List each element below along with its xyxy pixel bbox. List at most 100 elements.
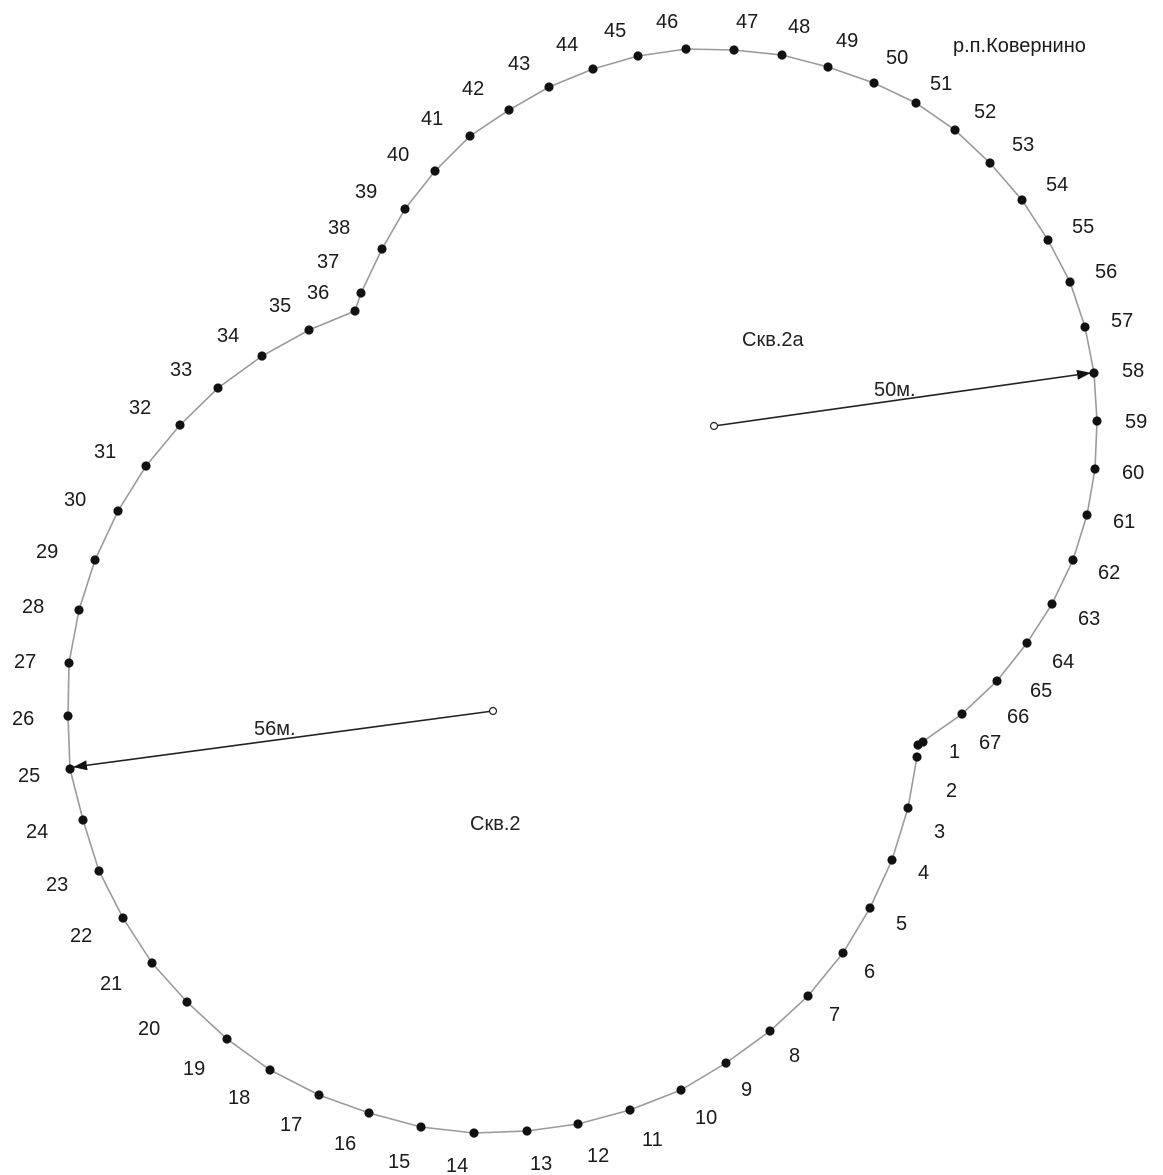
boundary-point-label-35: 35 — [269, 295, 291, 317]
boundary-point-55 — [1043, 235, 1053, 245]
boundary-point-62 — [1068, 555, 1078, 565]
boundary-point-64 — [1022, 638, 1032, 648]
boundary-point-label-27: 27 — [14, 651, 36, 673]
boundary-point-23 — [94, 866, 104, 876]
boundary-point-label-8: 8 — [789, 1045, 800, 1067]
boundary-point-label-59: 59 — [1125, 411, 1147, 433]
boundary-point-label-62: 62 — [1098, 562, 1120, 584]
boundary-point-label-41: 41 — [421, 108, 443, 130]
boundary-point-label-12: 12 — [587, 1145, 609, 1167]
boundary-point-61 — [1082, 510, 1092, 520]
boundary-point-13 — [522, 1126, 532, 1136]
boundary-point-label-19: 19 — [183, 1058, 205, 1080]
boundary-point-label-23: 23 — [46, 874, 68, 896]
boundary-point-label-16: 16 — [334, 1133, 356, 1155]
boundary-point-label-29: 29 — [36, 541, 58, 563]
boundary-point-label-6: 6 — [864, 961, 875, 983]
boundary-point-65 — [992, 676, 1002, 686]
boundary-point-label-51: 51 — [930, 73, 952, 95]
boundary-point-label-56: 56 — [1095, 261, 1117, 283]
boundary-point-19 — [222, 1034, 232, 1044]
boundary-point-label-33: 33 — [170, 359, 192, 381]
boundary-point-label-52: 52 — [974, 101, 996, 123]
boundary-point-label-13: 13 — [530, 1153, 552, 1175]
boundary-point-29 — [90, 555, 100, 565]
boundary-point-4 — [887, 855, 897, 865]
boundary-point-label-10: 10 — [695, 1107, 717, 1129]
boundary-point-label-26: 26 — [12, 708, 34, 730]
boundary-point-25 — [65, 764, 75, 774]
boundary-point-20 — [182, 997, 192, 1007]
boundary-point-51 — [911, 98, 921, 108]
boundary-point-label-2: 2 — [946, 780, 957, 802]
boundary-point-label-64: 64 — [1052, 651, 1074, 673]
boundary-point-label-40: 40 — [387, 144, 409, 166]
boundary-point-39 — [400, 204, 410, 214]
boundary-point-33 — [213, 383, 223, 393]
boundary-point-label-47: 47 — [736, 11, 758, 33]
boundary-point-5 — [865, 903, 875, 913]
boundary-points — [63, 44, 1102, 1138]
boundary-point-2 — [912, 752, 922, 762]
boundary-point-17 — [314, 1090, 324, 1100]
boundary-point-label-31: 31 — [94, 441, 116, 463]
boundary-point-label-20: 20 — [138, 1018, 160, 1040]
boundary-point-label-22: 22 — [70, 925, 92, 947]
radius-arrow-skv2 — [73, 710, 494, 771]
boundary-point-22 — [118, 913, 128, 923]
boundary-point-48 — [777, 50, 787, 60]
boundary-point-66 — [957, 709, 967, 719]
well-skv2-center — [488, 706, 498, 716]
boundary-point-21 — [147, 958, 157, 968]
boundary-point-35 — [304, 325, 314, 335]
boundary-point-label-39: 39 — [355, 181, 377, 203]
boundary-point-34 — [257, 351, 267, 361]
radius-label-skv2a: 50м. — [874, 379, 916, 401]
boundary-point-32 — [175, 420, 185, 430]
boundary-point-38 — [377, 244, 387, 254]
boundary-point-label-57: 57 — [1111, 310, 1133, 332]
boundary-point-3 — [903, 803, 913, 813]
radius-arrow-skv2a — [713, 369, 1091, 427]
radius-label-skv2: 56м. — [254, 718, 296, 740]
boundary-point-46 — [681, 44, 691, 54]
boundary-point-47 — [729, 45, 739, 55]
boundary-point-16 — [364, 1108, 374, 1118]
boundary-point-40 — [430, 166, 440, 176]
boundary-point-label-46: 46 — [656, 11, 678, 33]
boundary-point-label-50: 50 — [886, 47, 908, 69]
boundary-point-label-44: 44 — [556, 34, 578, 56]
boundary-point-label-32: 32 — [129, 397, 151, 419]
boundary-point-49 — [823, 62, 833, 72]
boundary-point-label-48: 48 — [788, 16, 810, 38]
boundary-point-53 — [985, 158, 995, 168]
boundary-point-labels: 1234567891011121314151617181920212223242… — [12, 11, 1147, 1175]
boundary-point-7 — [803, 991, 813, 1001]
boundary-point-label-28: 28 — [22, 596, 44, 618]
boundary-point-45 — [633, 51, 643, 61]
boundary-point-label-37: 37 — [317, 251, 339, 273]
boundary-point-label-15: 15 — [388, 1151, 410, 1173]
boundary-point-67 — [913, 740, 923, 750]
boundary-point-37 — [356, 288, 366, 298]
boundary-point-label-18: 18 — [228, 1087, 250, 1109]
boundary-point-label-42: 42 — [462, 78, 484, 100]
boundary-point-63 — [1047, 599, 1057, 609]
settlement-label: р.п.Ковернино — [953, 35, 1086, 57]
well-label-skv2a: Скв.2а — [742, 329, 804, 351]
boundary-point-27 — [64, 658, 74, 668]
boundary-point-label-34: 34 — [217, 325, 239, 347]
boundary-point-36 — [350, 306, 360, 316]
boundary-point-label-65: 65 — [1030, 680, 1052, 702]
boundary-point-15 — [416, 1122, 426, 1132]
boundary-point-28 — [74, 605, 84, 615]
boundary-point-60 — [1090, 464, 1100, 474]
well-skv2a-center — [709, 421, 719, 431]
boundary-line — [67, 48, 1098, 1134]
boundary-point-10 — [676, 1085, 686, 1095]
boundary-point-8 — [765, 1026, 775, 1036]
boundary-point-50 — [869, 78, 879, 88]
boundary-point-label-66: 66 — [1007, 706, 1029, 728]
boundary-point-52 — [950, 125, 960, 135]
boundary-point-30 — [113, 506, 123, 516]
